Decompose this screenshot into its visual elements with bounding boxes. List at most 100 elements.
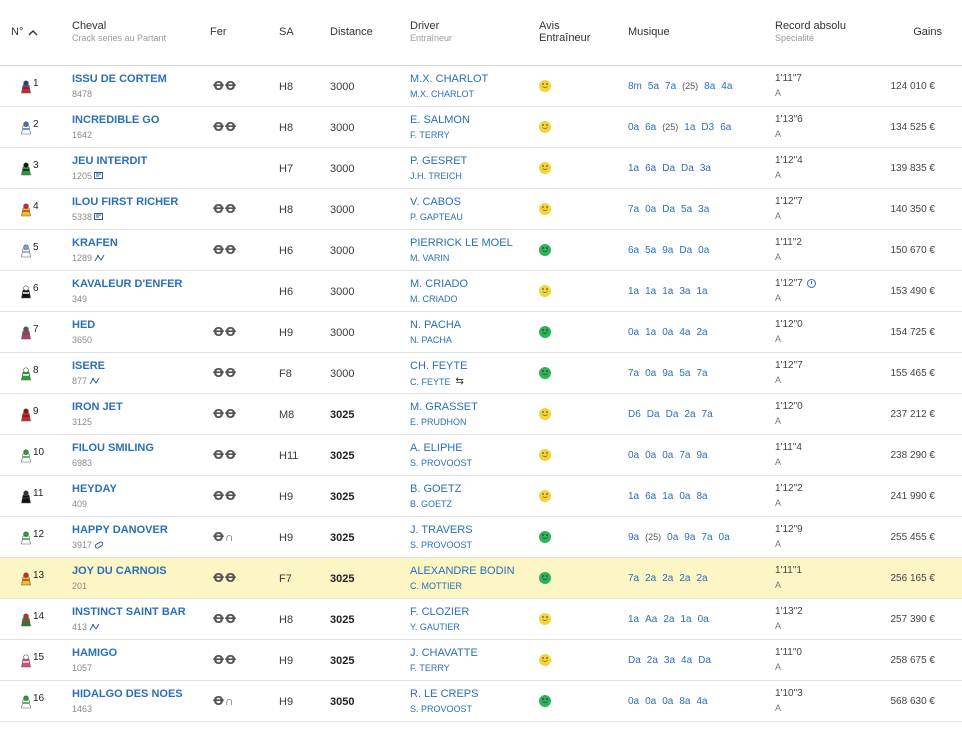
musique-entry[interactable]: 2a xyxy=(696,327,708,338)
musique-entry[interactable]: Da xyxy=(679,245,693,256)
col-fer-header[interactable]: Fer xyxy=(210,26,227,38)
musique-entry[interactable]: 0a xyxy=(628,327,640,338)
horse-name-link[interactable]: JEU INTERDIT xyxy=(72,155,148,167)
col-gains-header[interactable]: Gains xyxy=(913,26,942,38)
musique-entry[interactable]: 4a xyxy=(721,81,733,92)
musique-entry[interactable]: 0a xyxy=(718,532,730,543)
musique-entry[interactable]: 7a xyxy=(628,368,640,379)
musique-entry[interactable]: 2a xyxy=(646,655,658,666)
musique-entry[interactable]: 1a xyxy=(645,286,657,297)
table-row[interactable]: 2 INCREDIBLE GO 1642 ꝊꝊ H8 3000 E. SALMO… xyxy=(0,107,962,148)
musique-entry[interactable]: 0a xyxy=(628,450,640,461)
table-row[interactable]: 13 JOY DU CARNOIS 201 ꝊꝊ F7 3025 ALEXAND… xyxy=(0,558,962,599)
trainer-name-link[interactable]: C. FEYTE xyxy=(410,376,451,387)
col-distance-header[interactable]: Distance xyxy=(330,26,373,38)
musique-entry[interactable]: 2a xyxy=(663,614,675,625)
musique-entry[interactable]: 7a xyxy=(679,450,691,461)
table-row[interactable]: 6 KAVALEUR D'ENFER 349 H6 3000 M. CRIADO… xyxy=(0,271,962,312)
musique-entry[interactable]: 9a xyxy=(662,245,674,256)
musique-entry[interactable]: 4a xyxy=(679,327,691,338)
driver-name-link[interactable]: J. TRAVERS xyxy=(410,524,473,536)
trainer-name-link[interactable]: M.X. CHARLOT xyxy=(410,89,475,99)
musique-entry[interactable]: 9a xyxy=(696,450,708,461)
musique-entry[interactable]: 2a xyxy=(662,573,674,584)
musique-entry[interactable]: 2a xyxy=(684,409,696,420)
horse-name-link[interactable]: KRAFEN xyxy=(72,237,118,249)
driver-name-link[interactable]: B. GOETZ xyxy=(410,483,462,495)
chevron-up-icon[interactable] xyxy=(28,29,38,36)
trainer-name-link[interactable]: S. PROVOOST xyxy=(410,540,473,550)
musique-entry[interactable]: 4a xyxy=(681,655,693,666)
musique-entry[interactable]: 6a xyxy=(645,163,657,174)
musique-entry[interactable]: 0a xyxy=(628,122,640,133)
musique-entry[interactable]: 6a xyxy=(645,122,657,133)
driver-name-link[interactable]: M. GRASSET xyxy=(410,401,478,413)
horse-name-link[interactable]: ILOU FIRST RICHER xyxy=(72,196,179,208)
driver-name-link[interactable]: N. PACHA xyxy=(410,319,462,331)
musique-entry[interactable]: 8m xyxy=(628,81,642,92)
musique-entry[interactable]: 0a xyxy=(645,450,657,461)
musique-entry[interactable]: 0a xyxy=(662,696,674,707)
horse-name-link[interactable]: HIDALGO DES NOES xyxy=(72,688,183,700)
table-row[interactable]: 5 KRAFEN 1289 ꝊꝊ H6 3000 PIERRICK LE MOE… xyxy=(0,230,962,271)
musique-entry[interactable]: 7a xyxy=(696,368,708,379)
musique-entry[interactable]: 1a xyxy=(662,491,674,502)
horse-name-link[interactable]: IRON JET xyxy=(72,401,123,413)
musique-entry[interactable]: 3a xyxy=(698,204,710,215)
musique-entry[interactable]: 0a xyxy=(697,614,709,625)
musique-entry[interactable]: 2a xyxy=(696,573,708,584)
musique-entry[interactable]: 1a xyxy=(696,286,708,297)
musique-entry[interactable]: 9a xyxy=(628,532,640,543)
horse-name-link[interactable]: INSTINCT SAINT BAR xyxy=(72,606,186,618)
table-row[interactable]: 4 ILOU FIRST RICHER 5338 ꝊꝊ H8 3000 V. C… xyxy=(0,189,962,230)
col-musique-header[interactable]: Musique xyxy=(628,26,670,38)
musique-entry[interactable]: 1a xyxy=(628,163,640,174)
table-row[interactable]: 14 INSTINCT SAINT BAR 413 ꝊꝊ H8 3025 F. … xyxy=(0,599,962,640)
driver-name-link[interactable]: F. CLOZIER xyxy=(410,606,470,618)
musique-entry[interactable]: 7a xyxy=(628,573,640,584)
horse-name-link[interactable]: JOY DU CARNOIS xyxy=(72,565,167,577)
musique-entry[interactable]: 0a xyxy=(667,532,679,543)
trainer-name-link[interactable]: Y. GAUTIER xyxy=(410,622,460,632)
musique-entry[interactable]: 6a xyxy=(628,245,640,256)
musique-entry[interactable]: Da xyxy=(698,655,711,666)
trainer-name-link[interactable]: C. MOTTIER xyxy=(410,581,462,591)
musique-entry[interactable]: 6a xyxy=(720,122,732,133)
musique-entry[interactable]: 1a xyxy=(684,122,696,133)
musique-entry[interactable]: Da xyxy=(665,409,679,420)
driver-name-link[interactable]: M. CRIADO xyxy=(410,278,469,290)
col-sa-header[interactable]: SA xyxy=(279,26,294,38)
driver-name-link[interactable]: M.X. CHARLOT xyxy=(410,73,489,85)
musique-entry[interactable]: D6 xyxy=(628,409,641,420)
musique-entry[interactable]: 0a xyxy=(698,245,710,256)
musique-entry[interactable]: 3a xyxy=(679,286,691,297)
trainer-name-link[interactable]: M. CRIADO xyxy=(410,294,458,304)
driver-name-link[interactable]: PIERRICK LE MOEL xyxy=(410,237,513,249)
musique-entry[interactable]: 7a xyxy=(701,532,713,543)
musique-entry[interactable]: Aa xyxy=(645,614,658,625)
col-record-header[interactable]: Record absolu Spécialité xyxy=(775,20,846,43)
col-num-header[interactable]: N° xyxy=(11,26,38,38)
musique-entry[interactable]: 1a xyxy=(662,286,674,297)
table-row[interactable]: 3 JEU INTERDIT 1205 H7 3000 P. GESRET J.… xyxy=(0,148,962,189)
trainer-name-link[interactable]: E. PRUDHON xyxy=(410,417,467,427)
musique-entry[interactable]: Da xyxy=(662,204,676,215)
musique-entry[interactable]: 7a xyxy=(701,409,713,420)
musique-entry[interactable]: 3a xyxy=(699,163,711,174)
musique-entry[interactable]: D3 xyxy=(701,122,715,133)
musique-entry[interactable]: 3a xyxy=(663,655,676,666)
driver-name-link[interactable]: P. GESRET xyxy=(410,155,468,167)
driver-name-link[interactable]: A. ELIPHE xyxy=(410,442,463,454)
trainer-name-link[interactable]: F. TERRY xyxy=(410,130,450,140)
horse-name-link[interactable]: KAVALEUR D'ENFER xyxy=(72,278,183,290)
musique-entry[interactable]: 6a xyxy=(645,491,657,502)
trainer-name-link[interactable]: J.H. TREICH xyxy=(410,171,462,181)
musique-entry[interactable]: 8a xyxy=(679,696,691,707)
musique-entry[interactable]: 0a xyxy=(662,450,674,461)
horse-name-link[interactable]: HAMIGO xyxy=(72,647,118,659)
musique-entry[interactable]: 0a xyxy=(645,696,657,707)
driver-name-link[interactable]: J. CHAVATTE xyxy=(410,647,478,659)
col-cheval-header[interactable]: Cheval Crack series au Partant xyxy=(72,20,166,43)
table-row[interactable]: 12 HAPPY DANOVER 3917 Ꝋ∩ H9 3025 J. TRAV… xyxy=(0,517,962,558)
trainer-name-link[interactable]: M. VARIN xyxy=(410,253,450,263)
